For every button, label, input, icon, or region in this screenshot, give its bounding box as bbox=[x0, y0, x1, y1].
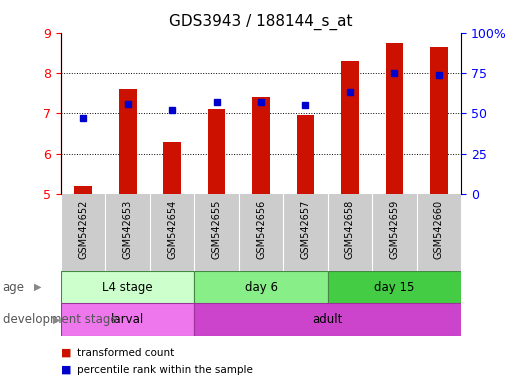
Bar bbox=[61, 303, 195, 336]
Title: GDS3943 / 188144_s_at: GDS3943 / 188144_s_at bbox=[169, 14, 353, 30]
Bar bbox=[297, 115, 314, 194]
Text: GSM542655: GSM542655 bbox=[211, 200, 222, 260]
Text: day 6: day 6 bbox=[244, 281, 278, 293]
Text: GSM542660: GSM542660 bbox=[434, 200, 444, 259]
Bar bbox=[61, 271, 195, 303]
Bar bbox=[252, 97, 270, 194]
Text: age: age bbox=[3, 281, 25, 293]
Text: L4 stage: L4 stage bbox=[102, 281, 153, 293]
Text: GSM542656: GSM542656 bbox=[256, 200, 266, 259]
Bar bbox=[385, 43, 403, 194]
Text: GSM542652: GSM542652 bbox=[78, 200, 88, 260]
Bar bbox=[119, 89, 137, 194]
Text: GSM542659: GSM542659 bbox=[390, 200, 400, 259]
Text: development stage: development stage bbox=[3, 313, 117, 326]
Text: GSM542658: GSM542658 bbox=[345, 200, 355, 259]
Text: larval: larval bbox=[111, 313, 144, 326]
Bar bbox=[195, 303, 461, 336]
Text: ■: ■ bbox=[61, 364, 72, 375]
Text: ▶: ▶ bbox=[53, 314, 60, 325]
Text: GSM542653: GSM542653 bbox=[122, 200, 132, 259]
Text: day 15: day 15 bbox=[374, 281, 414, 293]
Text: transformed count: transformed count bbox=[77, 348, 174, 358]
Bar bbox=[341, 61, 359, 194]
Text: percentile rank within the sample: percentile rank within the sample bbox=[77, 364, 253, 375]
Bar bbox=[74, 186, 92, 194]
Bar bbox=[208, 109, 225, 194]
Text: ■: ■ bbox=[61, 348, 72, 358]
Text: GSM542657: GSM542657 bbox=[301, 200, 311, 260]
Bar bbox=[430, 47, 448, 194]
Text: adult: adult bbox=[313, 313, 343, 326]
Bar bbox=[163, 142, 181, 194]
Text: GSM542654: GSM542654 bbox=[167, 200, 177, 259]
Text: ▶: ▶ bbox=[34, 282, 42, 292]
Bar bbox=[328, 271, 461, 303]
Bar bbox=[195, 271, 328, 303]
